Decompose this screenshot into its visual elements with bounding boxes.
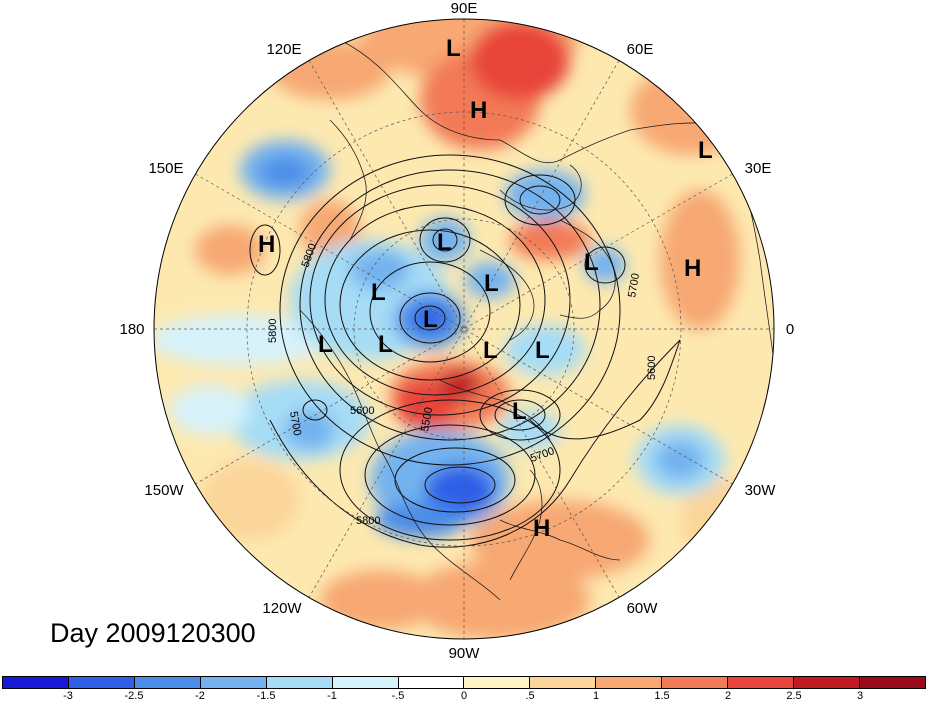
lon-label-180: 180	[119, 321, 144, 338]
colorbar-swatch	[662, 677, 729, 688]
contour-label: 5800	[267, 319, 279, 343]
colorbar-swatch	[596, 677, 663, 688]
contour-label: 5700	[626, 272, 642, 298]
lon-label-30e: 30E	[745, 160, 772, 177]
high-center: H	[684, 255, 701, 282]
colorbar-tick-label: 1.5	[654, 690, 670, 702]
contour-label: 5600	[350, 405, 374, 417]
lon-label-30w: 30W	[745, 482, 777, 499]
colorbar-swatch	[794, 677, 860, 688]
low-center: L	[698, 137, 713, 164]
lon-label-60e: 60E	[627, 41, 654, 58]
colorbar	[2, 676, 926, 689]
colorbar-tick-label: -1	[327, 690, 337, 702]
colorbar-swatch	[728, 677, 795, 688]
low-center: L	[484, 270, 499, 297]
low-center: L	[378, 331, 393, 358]
low-center: L	[437, 229, 452, 256]
coastlines	[299, 39, 774, 601]
lon-label-90w: 90W	[449, 645, 481, 662]
high-center: H	[258, 231, 275, 258]
low-center: L	[512, 398, 527, 425]
high-center: H	[470, 97, 487, 124]
colorbar-swatch	[3, 677, 69, 688]
colorbar-swatch	[859, 677, 925, 688]
contour-label: 5600	[646, 356, 658, 380]
colorbar-swatch	[134, 677, 201, 688]
colorbar-swatch	[266, 677, 333, 688]
low-center: L	[584, 249, 599, 276]
low-center: L	[483, 337, 498, 364]
colorbar-tick-label: 0	[460, 690, 468, 702]
colorbar-tick-label: -.5	[391, 690, 405, 702]
high-center: H	[533, 515, 550, 542]
lon-label-150w: 150W	[144, 482, 184, 499]
colorbar-tick-label: -1.5	[256, 690, 276, 702]
low-center: L	[423, 306, 438, 333]
colorbar-tick-label: .5	[525, 690, 535, 702]
lon-label-120w: 120W	[262, 600, 302, 617]
contour-value-labels: 5800 5700 5600 5500 5800 5700 5800 5700 …	[267, 242, 658, 527]
pressure-center-labels: L H L H L L L L L L L L L L H H	[258, 35, 713, 542]
colorbar-tick-label: 1	[592, 690, 600, 702]
date-title: Day 2009120300	[50, 618, 256, 648]
contour-label: 5500	[419, 406, 435, 432]
low-center: L	[535, 337, 550, 364]
lon-label-0: 0	[786, 321, 794, 338]
graticule	[154, 19, 774, 639]
low-center: L	[318, 331, 333, 358]
lon-label-90e: 90E	[451, 0, 478, 17]
colorbar-swatch	[398, 677, 465, 688]
lon-label-60w: 60W	[627, 600, 659, 617]
low-center: L	[446, 35, 461, 62]
height-contours	[249, 154, 681, 548]
map-boundary	[153, 18, 775, 640]
contour-label: 5800	[356, 515, 380, 527]
contour-label: 5700	[287, 410, 303, 436]
colorbar-swatch	[464, 677, 531, 688]
colorbar-swatch	[200, 677, 267, 688]
lon-label-120e: 120E	[266, 41, 301, 58]
lon-label-150e: 150E	[148, 160, 183, 177]
colorbar-tick-label: 2.5	[786, 690, 802, 702]
colorbar-tick-label: 2	[724, 690, 732, 702]
colorbar-tick-label: -3	[63, 690, 73, 702]
colorbar-tick-label: 3	[856, 690, 864, 702]
low-center: L	[371, 279, 386, 306]
longitude-labels: 90E 60E 30E 0 30W 60W 90W 120W 150W 180 …	[119, 0, 794, 662]
colorbar-tick-label: -2	[195, 690, 205, 702]
colorbar-swatch	[68, 677, 135, 688]
colorbar-swatch	[332, 677, 399, 688]
colorbar-labels: -3 -2.5 -2 -1.5 -1 -.5 0 .5 1 1.5 2 2.5 3	[0, 690, 928, 702]
colorbar-swatch	[530, 677, 597, 688]
colorbar-tick-label: -2.5	[124, 690, 144, 702]
